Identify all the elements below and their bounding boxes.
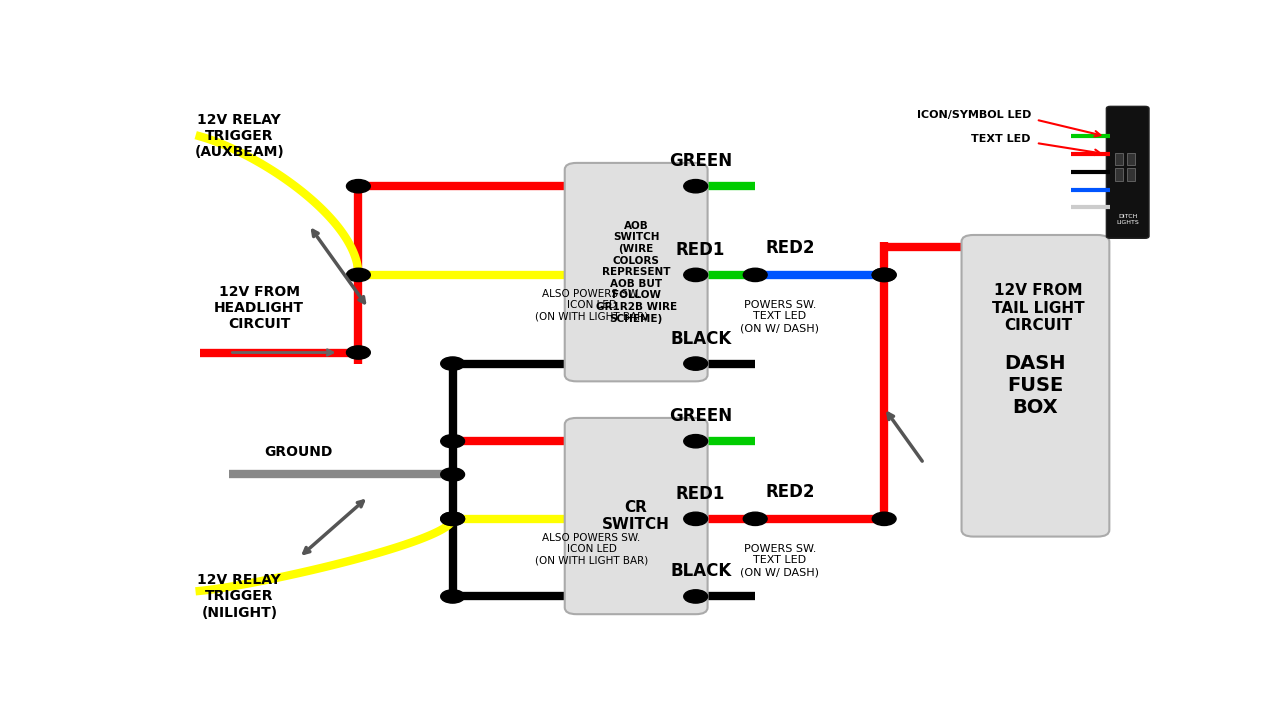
Text: RED1: RED1 <box>676 485 726 503</box>
Text: CR
SWITCH: CR SWITCH <box>602 500 671 532</box>
FancyBboxPatch shape <box>1106 107 1149 238</box>
Circle shape <box>684 512 708 526</box>
Text: ALSO POWERS SW.
ICON LED
(ON WITH LIGHT BAR): ALSO POWERS SW. ICON LED (ON WITH LIGHT … <box>535 533 648 566</box>
Circle shape <box>684 590 708 603</box>
Bar <box>1128 168 1135 181</box>
Circle shape <box>744 512 767 526</box>
Circle shape <box>684 179 708 193</box>
Text: ICON/SYMBOL LED: ICON/SYMBOL LED <box>916 110 1030 120</box>
Text: DITCH
LIGHTS: DITCH LIGHTS <box>1116 214 1139 225</box>
Circle shape <box>684 435 708 448</box>
Text: GROUND: GROUND <box>265 445 333 459</box>
Circle shape <box>744 269 767 282</box>
FancyBboxPatch shape <box>564 418 708 614</box>
Circle shape <box>872 269 896 282</box>
Text: 12V RELAY
TRIGGER
(AUXBEAM): 12V RELAY TRIGGER (AUXBEAM) <box>195 113 284 160</box>
Circle shape <box>440 468 465 481</box>
Circle shape <box>872 512 896 526</box>
Circle shape <box>684 269 708 282</box>
Circle shape <box>347 179 370 193</box>
Circle shape <box>440 435 465 448</box>
Text: GREEN: GREEN <box>669 152 732 170</box>
Text: POWERS SW.
TEXT LED
(ON W/ DASH): POWERS SW. TEXT LED (ON W/ DASH) <box>741 300 819 333</box>
Text: 12V FROM
HEADLIGHT
CIRCUIT: 12V FROM HEADLIGHT CIRCUIT <box>214 285 305 331</box>
Text: POWERS SW.
TEXT LED
(ON W/ DASH): POWERS SW. TEXT LED (ON W/ DASH) <box>741 544 819 577</box>
Text: GREEN: GREEN <box>669 408 732 426</box>
Text: 12V RELAY
TRIGGER
(NILIGHT): 12V RELAY TRIGGER (NILIGHT) <box>197 573 282 620</box>
Circle shape <box>684 357 708 370</box>
Text: RED1: RED1 <box>676 241 726 259</box>
Bar <box>1115 153 1124 165</box>
Circle shape <box>347 269 370 282</box>
Text: AOB
SWITCH
(WIRE
COLORS
REPRESENT
AOB BUT
FOLLOW
GR1R2B WIRE
SCHEME): AOB SWITCH (WIRE COLORS REPRESENT AOB BU… <box>595 221 677 323</box>
Text: BLACK: BLACK <box>669 330 731 348</box>
Circle shape <box>440 512 465 526</box>
Text: RED2: RED2 <box>765 483 814 501</box>
Circle shape <box>872 269 896 282</box>
Bar <box>1115 168 1124 181</box>
Circle shape <box>440 357 465 370</box>
Text: BLACK: BLACK <box>669 562 731 580</box>
Bar <box>1128 153 1135 165</box>
Text: 12V FROM
TAIL LIGHT
CIRCUIT: 12V FROM TAIL LIGHT CIRCUIT <box>992 283 1084 333</box>
Text: TEXT LED: TEXT LED <box>972 133 1030 143</box>
Circle shape <box>440 590 465 603</box>
FancyBboxPatch shape <box>961 235 1110 536</box>
Text: RED2: RED2 <box>765 239 814 257</box>
Text: DASH
FUSE
BOX: DASH FUSE BOX <box>1005 354 1066 418</box>
Text: ALSO POWERS SW.
ICON LED
(ON WITH LIGHT BAR): ALSO POWERS SW. ICON LED (ON WITH LIGHT … <box>535 289 648 322</box>
Circle shape <box>440 512 465 526</box>
Circle shape <box>347 346 370 359</box>
FancyBboxPatch shape <box>564 163 708 382</box>
